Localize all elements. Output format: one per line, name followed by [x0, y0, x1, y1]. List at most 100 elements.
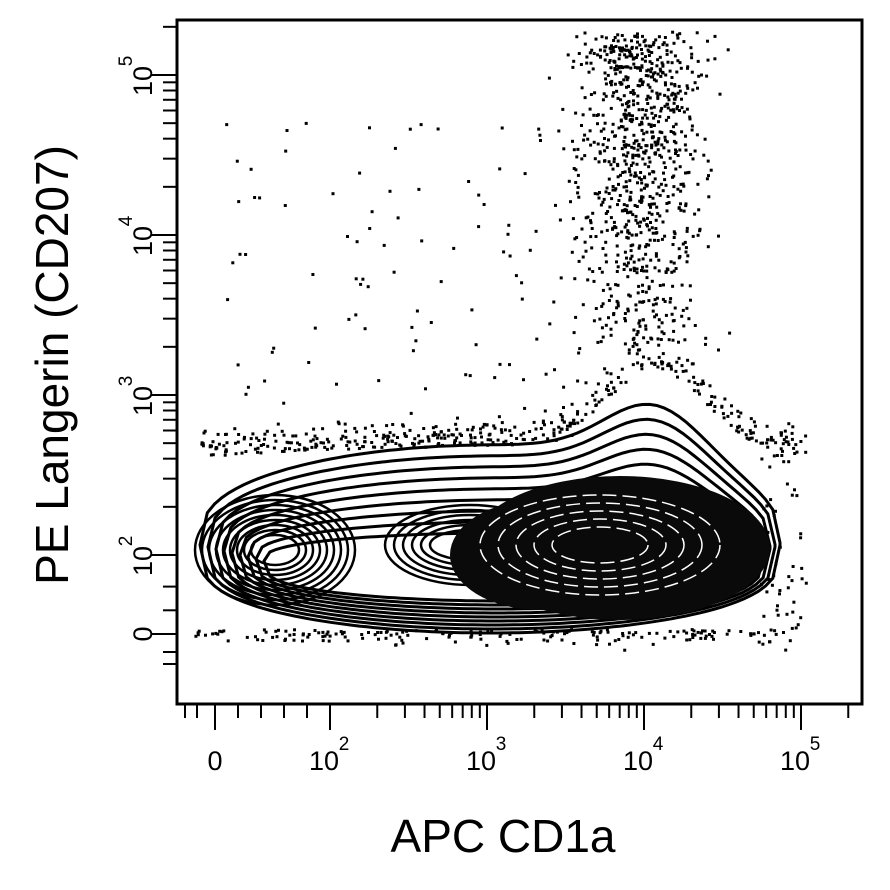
- event-dot: [625, 256, 628, 260]
- event-dot: [550, 634, 554, 637]
- event-dot: [358, 171, 362, 175]
- event-dot: [620, 103, 624, 107]
- event-dot: [648, 203, 652, 207]
- event-dot: [639, 171, 643, 174]
- event-dot: [771, 438, 775, 442]
- event-dot: [292, 633, 296, 636]
- event-dot: [659, 182, 663, 186]
- event-dot: [625, 78, 629, 82]
- event-dot: [569, 200, 572, 204]
- event-dot: [658, 130, 662, 134]
- event-dot: [654, 227, 658, 230]
- event-dot: [292, 638, 296, 642]
- event-dot: [343, 635, 347, 639]
- event-dot: [504, 439, 508, 443]
- event-dot: [469, 436, 473, 440]
- event-dot: [434, 433, 438, 436]
- event-dot: [583, 31, 587, 35]
- event-dot: [748, 429, 752, 433]
- event-dot: [757, 631, 760, 635]
- event-dot: [626, 48, 630, 52]
- event-dot: [436, 127, 440, 131]
- event-dot: [408, 428, 412, 432]
- event-dot: [523, 172, 527, 176]
- event-dot: [383, 442, 387, 446]
- event-dot: [690, 124, 694, 128]
- event-dot: [710, 634, 714, 638]
- event-dot: [458, 441, 462, 445]
- event-dot: [637, 176, 641, 180]
- event-dot: [616, 376, 620, 379]
- event-dot: [650, 146, 654, 150]
- event-dot: [431, 426, 435, 430]
- event-dot: [616, 283, 620, 287]
- event-dot: [656, 94, 660, 98]
- event-dot: [773, 629, 777, 633]
- event-dot: [596, 142, 600, 146]
- event-dot: [644, 149, 648, 153]
- event-dot: [552, 431, 556, 435]
- event-dot: [713, 405, 717, 408]
- event-dot: [631, 161, 635, 165]
- y-tick-label: 104: [116, 215, 158, 256]
- event-dot: [790, 493, 794, 497]
- event-dot: [804, 581, 808, 585]
- event-dot: [605, 387, 608, 391]
- event-dot: [594, 307, 598, 310]
- event-dot: [675, 360, 679, 364]
- event-dot: [596, 192, 600, 196]
- event-dot: [522, 431, 526, 435]
- event-dot: [671, 193, 675, 197]
- event-dot: [434, 425, 438, 429]
- event-dot: [608, 205, 612, 209]
- event-dot: [237, 200, 241, 204]
- event-dot: [679, 208, 683, 212]
- event-dot: [427, 439, 431, 443]
- event-dot: [334, 632, 338, 636]
- event-dot: [686, 171, 690, 175]
- event-dot: [644, 55, 647, 59]
- event-dot: [631, 118, 635, 122]
- event-dot: [535, 337, 539, 341]
- event-dot: [656, 96, 660, 100]
- event-dot: [294, 434, 298, 438]
- event-dot: [658, 153, 662, 157]
- event-dot: [589, 219, 592, 223]
- event-dot: [625, 189, 629, 193]
- event-dot: [784, 435, 788, 439]
- event-dot: [276, 422, 280, 426]
- event-dot: [637, 284, 641, 288]
- event-dot: [639, 200, 643, 204]
- event-dot: [625, 127, 629, 131]
- event-dot: [641, 34, 644, 38]
- event-dot: [684, 148, 688, 152]
- event-dot: [567, 179, 571, 183]
- event-dot: [626, 65, 630, 69]
- event-dot: [651, 303, 655, 307]
- event-dot: [624, 223, 628, 227]
- event-dot: [684, 250, 688, 254]
- event-dot: [498, 634, 502, 638]
- event-dot: [599, 340, 603, 344]
- event-dot: [619, 119, 623, 123]
- event-dot: [592, 279, 596, 283]
- event-dot: [613, 82, 617, 86]
- event-dot: [513, 425, 517, 429]
- event-dot: [790, 437, 794, 441]
- event-dot: [619, 98, 623, 102]
- event-dot: [610, 130, 614, 134]
- event-dot: [591, 633, 595, 637]
- event-dot: [594, 403, 598, 407]
- event-dot: [508, 632, 512, 636]
- event-dot: [284, 629, 288, 633]
- event-dot: [600, 326, 604, 330]
- event-dot: [640, 363, 644, 367]
- event-dot: [573, 277, 577, 281]
- event-dot: [629, 249, 633, 253]
- event-dot: [657, 137, 661, 141]
- event-dot: [657, 35, 661, 39]
- event-dot: [500, 430, 504, 434]
- event-dot: [493, 376, 497, 380]
- event-dot: [612, 39, 616, 42]
- event-dot: [605, 228, 609, 232]
